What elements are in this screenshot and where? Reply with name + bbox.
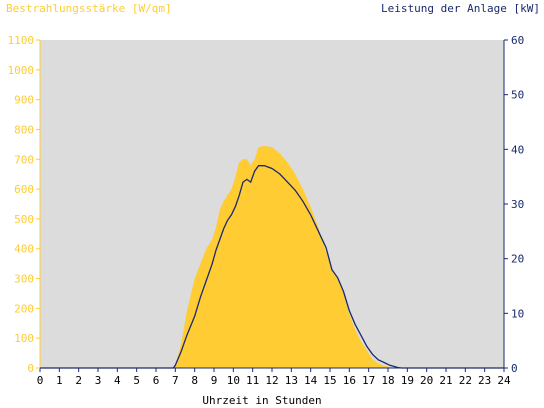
x-tick-label: 14 bbox=[304, 374, 318, 387]
x-tick-label: 12 bbox=[265, 374, 278, 387]
x-tick-label: 0 bbox=[37, 374, 44, 387]
y1-tick-label: 1000 bbox=[8, 64, 35, 77]
x-tick-label: 6 bbox=[153, 374, 160, 387]
y1-tick-label: 100 bbox=[14, 332, 34, 345]
x-tick-label: 5 bbox=[133, 374, 140, 387]
x-tick-label: 21 bbox=[439, 374, 452, 387]
x-tick-label: 17 bbox=[362, 374, 375, 387]
x-tick-label: 11 bbox=[246, 374, 259, 387]
y2-tick-label: 60 bbox=[511, 34, 524, 47]
x-tick-label: 3 bbox=[95, 374, 102, 387]
x-tick-label: 2 bbox=[75, 374, 82, 387]
y1-tick-label: 900 bbox=[14, 94, 34, 107]
x-tick-label: 18 bbox=[381, 374, 394, 387]
y2-tick-label: 20 bbox=[511, 253, 524, 266]
y1-tick-label: 300 bbox=[14, 273, 34, 286]
y1-tick-label: 400 bbox=[14, 243, 34, 256]
power-line bbox=[40, 165, 504, 369]
x-tick-label: 16 bbox=[343, 374, 356, 387]
x-tick-label: 9 bbox=[211, 374, 218, 387]
y1-tick-label: 1100 bbox=[8, 34, 35, 47]
y1-tick-label: 200 bbox=[14, 302, 34, 315]
x-tick-label: 15 bbox=[323, 374, 336, 387]
y2-axis-title: Leistung der Anlage [kW] bbox=[381, 2, 540, 15]
y2-tick-label: 40 bbox=[511, 143, 524, 156]
x-tick-label: 20 bbox=[420, 374, 433, 387]
y1-tick-label: 600 bbox=[14, 183, 34, 196]
y1-tick-label: 800 bbox=[14, 123, 34, 136]
y2-tick-label: 50 bbox=[511, 89, 524, 102]
ticks-layer: 0 1 2 3 4 5 6 7 8 9 10 11 12 13 14 15 16 17 18 19 20 21 22 23 24… bbox=[8, 34, 525, 387]
y2-tick-label: 0 bbox=[511, 362, 518, 375]
x-tick-label: 4 bbox=[114, 374, 121, 387]
x-tick-label: 1 bbox=[56, 374, 63, 387]
y2-tick-label: 30 bbox=[511, 198, 524, 211]
x-tick-label: 10 bbox=[227, 374, 240, 387]
power-line-layer bbox=[40, 165, 504, 369]
x-axis-title: Uhrzeit in Stunden bbox=[202, 394, 321, 407]
x-tick-label: 24 bbox=[497, 374, 511, 387]
x-tick-label: 22 bbox=[459, 374, 472, 387]
y2-tick-label: 10 bbox=[511, 307, 524, 320]
x-tick-label: 19 bbox=[401, 374, 414, 387]
x-tick-label: 23 bbox=[478, 374, 491, 387]
y1-axis-title: Bestrahlungsstärke [W/qm] bbox=[6, 2, 172, 15]
x-tick-label: 8 bbox=[191, 374, 198, 387]
x-tick-label: 7 bbox=[172, 374, 179, 387]
y1-tick-label: 700 bbox=[14, 153, 34, 166]
irradiance-area bbox=[40, 145, 504, 368]
y1-tick-label: 500 bbox=[14, 213, 34, 226]
x-tick-label: 13 bbox=[285, 374, 298, 387]
irradiance-area-layer bbox=[40, 145, 504, 368]
y1-tick-label: 0 bbox=[27, 362, 34, 375]
